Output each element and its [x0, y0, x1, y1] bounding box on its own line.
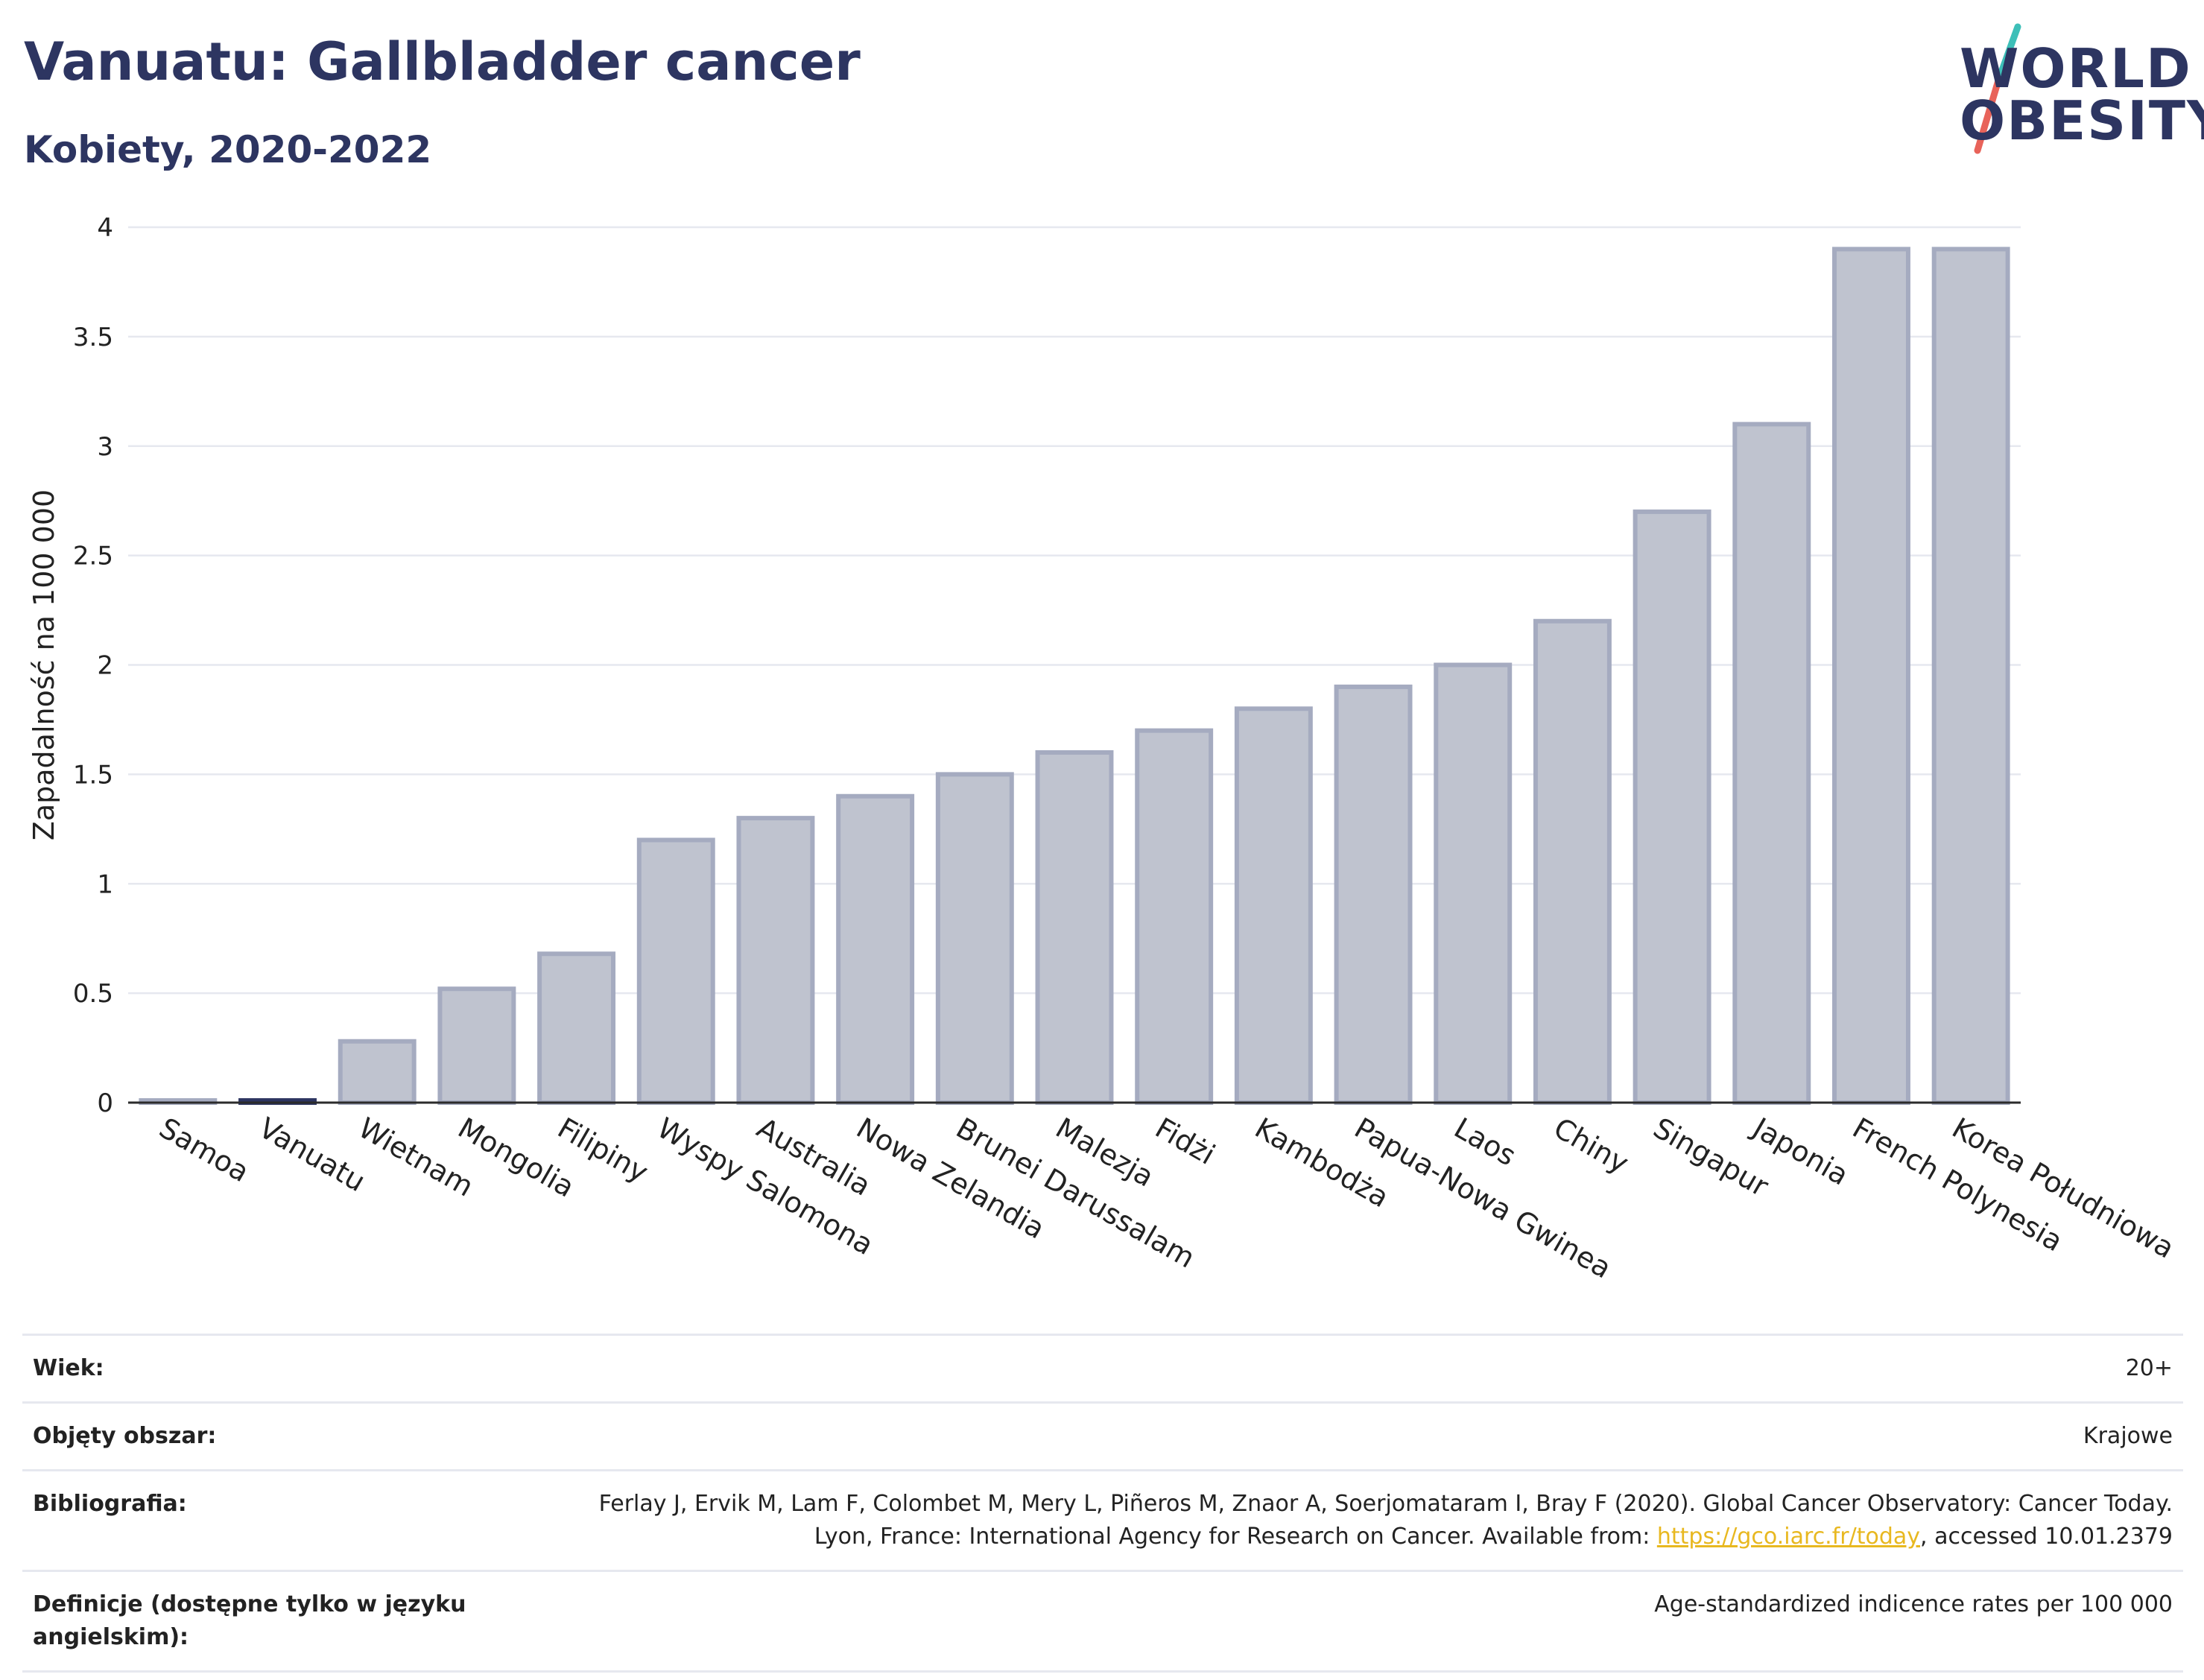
bar-nowa-zelandia: [836, 793, 915, 1105]
bar-kambod-a: [1234, 706, 1313, 1105]
metadata-table: Wiek: 20+ Objęty obszar: Krajowe Bibliog…: [22, 1334, 2183, 1673]
meta-row-area: Objęty obszar: Krajowe: [22, 1401, 2183, 1469]
bar-filipiny: [537, 951, 616, 1105]
bar-australia: [736, 816, 815, 1105]
y-axis-ticks: 0 0.5 1 1.5 2 2.5 3 3.5 4: [73, 213, 113, 1118]
bar-mongolia: [437, 986, 516, 1105]
y-tick-label: 1.5: [73, 760, 113, 790]
bar-french-polynesia: [1832, 247, 1910, 1105]
meta-value: Age-standardized indicence rates per 100…: [1654, 1591, 2173, 1617]
meta-key: Bibliografia:: [33, 1491, 187, 1517]
y-axis-title: Zapadalność na 100 000: [28, 489, 60, 840]
y-tick-label: 2.5: [73, 542, 113, 571]
bar-chiny: [1533, 618, 1612, 1105]
bibliography-accessed: , accessed 10.01.2379: [1920, 1524, 2173, 1550]
logo-line-1: WORLD: [1960, 37, 2192, 100]
meta-row-age: Wiek: 20+: [22, 1334, 2183, 1401]
y-tick-label: 3: [97, 432, 113, 462]
source-link[interactable]: https://gco.iarc.fr/today: [1656, 1524, 1921, 1550]
x-tick-label: Vanuatu: [253, 1112, 371, 1198]
bar-japonia: [1732, 422, 1811, 1105]
meta-key: Objęty obszar:: [33, 1423, 217, 1449]
meta-value: 20+: [2125, 1355, 2173, 1381]
bar-brunei-darussalam: [935, 772, 1014, 1105]
x-tick-label: Chiny: [1548, 1112, 1634, 1180]
meta-value: Ferlay J, Ervik M, Lam F, Colombet M, Me…: [571, 1488, 2173, 1553]
x-tick-label: Samoa: [153, 1112, 254, 1189]
page-subtitle: Kobiety, 2020-2022: [24, 128, 432, 171]
bar-wyspy-salomona: [636, 837, 715, 1105]
logo-line-2: OBESITY: [1960, 89, 2204, 152]
bibliography-text: Ferlay J, Ervik M, Lam F, Colombet M, Me…: [598, 1491, 2173, 1550]
bar-fid-i: [1135, 728, 1214, 1105]
bars: [139, 247, 2010, 1105]
x-axis-labels: SamoaVanuatuWietnamMongoliaFilipinyWyspy…: [153, 1111, 2179, 1285]
meta-row-bibliography: Bibliografia: Ferlay J, Ervik M, Lam F, …: [22, 1469, 2183, 1570]
bar-korea-po-udniowa: [1931, 247, 2010, 1105]
y-tick-label: 3.5: [73, 323, 113, 352]
y-tick-label: 0: [97, 1088, 113, 1118]
meta-value: Krajowe: [2083, 1423, 2173, 1449]
y-tick-label: 1: [97, 869, 113, 899]
bar-papua-nowa-gwinea: [1334, 684, 1413, 1105]
x-tick-label: Laos: [1448, 1112, 1521, 1173]
page-title: Vanuatu: Gallbladder cancer: [24, 31, 861, 92]
bar-wietnam: [338, 1039, 417, 1105]
bar-singapur: [1633, 509, 1711, 1105]
bar-malezja: [1035, 750, 1114, 1105]
x-tick-label: Fidżi: [1150, 1112, 1220, 1171]
meta-row-definitions: Definicje (dostępne tylko w języku angie…: [22, 1570, 2183, 1673]
y-tick-label: 0.5: [73, 979, 113, 1009]
bar-chart: 0 0.5 1 1.5 2 2.5 3 3.5 4 SamoaVanuatuWietnamMon…: [28, 213, 2180, 1285]
meta-key: Definicje (dostępne tylko w języku angie…: [33, 1591, 466, 1650]
world-obesity-logo: WORLD OBESITY: [1937, 21, 2204, 162]
y-tick-label: 2: [97, 651, 113, 681]
logo-slash-icon: [1974, 23, 2021, 154]
bar-laos: [1434, 662, 1513, 1105]
y-tick-label: 4: [97, 213, 113, 243]
x-tick-label: Wietnam: [353, 1112, 479, 1203]
meta-key: Wiek:: [33, 1355, 104, 1381]
